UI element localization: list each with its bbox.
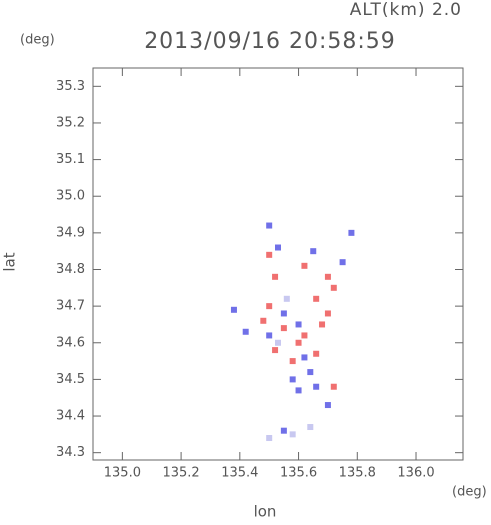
radar-echo xyxy=(330,284,337,291)
radar-echo xyxy=(313,350,320,357)
x-unit: (deg) xyxy=(452,485,487,500)
radar-echo xyxy=(275,339,281,346)
radar-echo xyxy=(301,262,308,269)
y-tick-label: 34.6 xyxy=(56,335,85,350)
y-tick-label: 34.9 xyxy=(56,225,85,240)
radar-echo xyxy=(313,383,320,390)
radar-echo xyxy=(295,387,302,394)
radar-echo xyxy=(310,248,317,255)
plot-frame xyxy=(92,67,464,461)
radar-echo xyxy=(348,229,355,236)
x-tick-label: 135.2 xyxy=(162,466,199,481)
radar-echo xyxy=(324,310,331,317)
y-tick-label: 34.4 xyxy=(56,409,85,424)
radar-echo xyxy=(301,354,308,361)
radar-echo xyxy=(289,376,296,383)
y-tick-label: 35.0 xyxy=(56,189,85,204)
radar-echo xyxy=(260,317,267,324)
radar-echo xyxy=(266,435,273,442)
radar-echo xyxy=(289,431,296,438)
radar-echo xyxy=(283,295,290,302)
radar-echo xyxy=(307,424,314,431)
radar-echo xyxy=(280,427,287,434)
altitude-label: ALT(km) 2.0 xyxy=(350,0,462,20)
x-tick-label: 136.0 xyxy=(397,466,434,481)
radar-echo xyxy=(280,310,287,317)
radar-echo xyxy=(230,306,237,313)
y-tick-label: 34.7 xyxy=(56,299,85,314)
y-tick-label: 34.3 xyxy=(56,445,85,460)
radar-echo xyxy=(313,295,320,302)
y-tick-label: 35.1 xyxy=(56,152,85,167)
radar-echo xyxy=(266,303,273,310)
y-unit: (deg) xyxy=(20,33,55,48)
radar-echo xyxy=(266,222,273,229)
chart-title: 2013/09/16 20:58:59 xyxy=(144,29,396,54)
radar-echo xyxy=(275,244,281,251)
y-tick-label: 35.3 xyxy=(56,79,85,94)
radar-echo xyxy=(272,347,279,354)
radar-echo xyxy=(319,321,326,328)
y-axis-label: lat xyxy=(1,252,19,271)
radar-echo xyxy=(266,251,273,258)
x-tick-label: 135.4 xyxy=(221,466,258,481)
x-axis-label: lon xyxy=(254,503,277,521)
y-tick-label: 34.5 xyxy=(56,372,85,387)
radar-echo xyxy=(295,321,302,328)
radar-echo xyxy=(324,273,331,280)
radar-echo xyxy=(330,383,337,390)
radar-echo xyxy=(301,332,308,339)
radar-echo xyxy=(266,332,273,339)
x-tick-label: 135.6 xyxy=(280,466,317,481)
radar-echo xyxy=(295,339,302,346)
radar-echo xyxy=(242,328,249,335)
x-tick-label: 135.0 xyxy=(104,466,141,481)
radar-echo xyxy=(307,369,314,376)
radar-echo xyxy=(280,325,287,332)
y-tick-label: 35.2 xyxy=(56,115,85,130)
radar-echo xyxy=(289,358,296,365)
y-tick-label: 34.8 xyxy=(56,262,85,277)
radar-echo xyxy=(324,402,331,409)
x-tick-label: 135.8 xyxy=(339,466,376,481)
radar-echo xyxy=(339,259,346,266)
radar-echo xyxy=(272,273,279,280)
